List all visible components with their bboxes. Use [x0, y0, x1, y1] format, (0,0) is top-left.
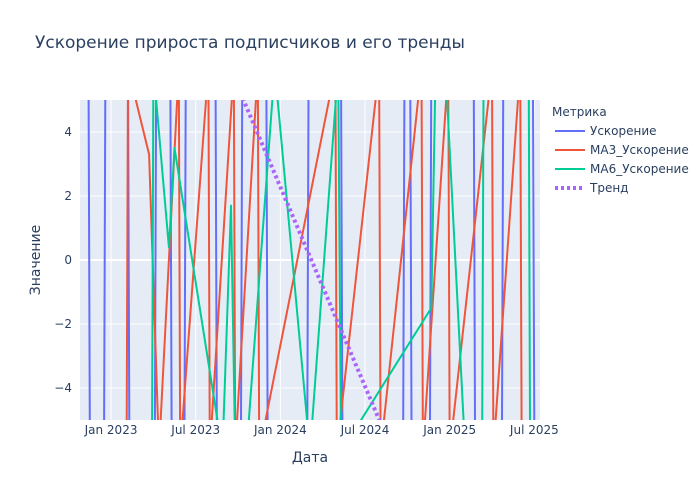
y-tick-label: −2 — [54, 317, 72, 331]
x-axis-title: Дата — [292, 450, 328, 466]
y-tick-label: 2 — [64, 189, 72, 203]
series-line-3 — [151, 100, 531, 420]
x-tick-label: Jan 2023 — [84, 423, 138, 437]
x-tick-label: Jan 2024 — [253, 423, 307, 437]
legend-label-1: Ускорение — [590, 124, 657, 138]
legend-title: Метрика — [552, 105, 607, 119]
series-line-2 — [125, 100, 523, 420]
x-tick-label: Jul 2025 — [509, 423, 559, 437]
y-axis-title: Значение — [28, 225, 44, 295]
y-tick-label: 0 — [64, 253, 72, 267]
series-group — [87, 100, 536, 420]
y-tick-label: −4 — [54, 381, 72, 395]
y-tick-label: 4 — [64, 125, 72, 139]
series-line-4 — [241, 100, 382, 420]
series-line-1 — [87, 100, 536, 420]
x-tick-label: Jul 2023 — [170, 423, 220, 437]
legend-label-4: Тренд — [589, 181, 628, 195]
legend-label-2: MA3_Ускорение — [590, 143, 689, 157]
x-tick-label: Jan 2025 — [422, 423, 476, 437]
legend-label-3: MA6_Ускорение — [590, 162, 689, 176]
chart-title: Ускорение прироста подписчиков и его тре… — [35, 33, 465, 53]
x-tick-label: Jul 2024 — [340, 423, 390, 437]
